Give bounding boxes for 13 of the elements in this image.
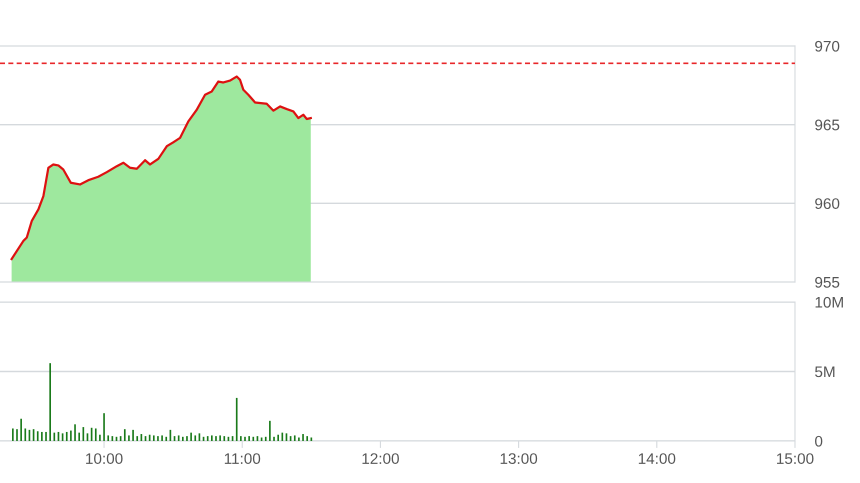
y-tick-label: 0 (815, 436, 822, 447)
x-tick-label: 10:00 (86, 453, 123, 464)
y-tick-label: 10M (816, 296, 843, 308)
x-tick-label: 12:00 (362, 453, 399, 464)
x-tick-label: 14:00 (638, 453, 676, 464)
y-tick-label: 970 (815, 40, 840, 52)
y-tick-label: 5M (815, 366, 834, 378)
y-tick-label: 965 (815, 120, 840, 130)
y-tick-label: 955 (815, 276, 840, 288)
y-tick-label: 960 (815, 198, 840, 210)
x-tick-label: 15:00 (777, 453, 814, 464)
x-tick-label: 11:00 (224, 453, 260, 464)
x-tick-label: 13:00 (500, 453, 538, 464)
